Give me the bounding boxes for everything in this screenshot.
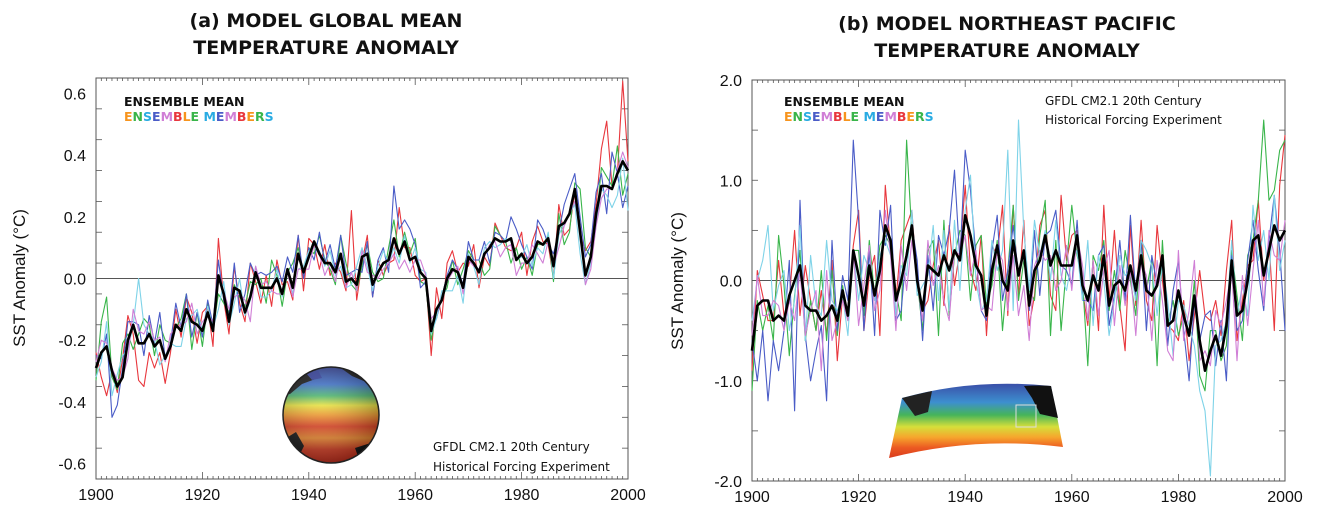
y-tick-label: 0.6 xyxy=(64,86,86,103)
ensemble-mean-line xyxy=(94,160,630,388)
northeast-pacific-sst-map xyxy=(889,383,1063,458)
panel-a: (a) MODEL GLOBAL MEAN TEMPERATURE ANOMAL… xyxy=(10,10,646,504)
panel-b-series xyxy=(750,119,1287,477)
panel-a-title-line-2: TEMPERATURE ANOMALY xyxy=(193,37,459,59)
y-tick-label: 0.2 xyxy=(64,210,86,227)
x-tick-label: 1940 xyxy=(291,487,327,504)
y-tick-label: 0.0 xyxy=(720,274,742,291)
x-tick-label: 1900 xyxy=(734,489,770,506)
y-tick-label: 0.4 xyxy=(64,148,86,165)
ensemble-member-line xyxy=(95,151,629,418)
y-tick-label: -1.0 xyxy=(714,374,742,391)
x-tick-label: 1960 xyxy=(1054,489,1090,506)
panel-a-title-line-1: (a) MODEL GLOBAL MEAN xyxy=(190,10,463,32)
panel-b: (b) MODEL NORTHEAST PACIFIC TEMPERATURE … xyxy=(668,13,1303,506)
x-tick-label: 1920 xyxy=(185,487,221,504)
y-tick-label: 1.0 xyxy=(720,173,742,190)
panel-b-legend-members: ENSEMBLE MEMBERS xyxy=(784,109,934,124)
panel-b-legend-mean: ENSEMBLE MEAN xyxy=(784,94,904,109)
x-tick-label: 1980 xyxy=(504,487,540,504)
ensemble-member-line xyxy=(95,157,629,397)
x-tick-label: 1980 xyxy=(1161,489,1197,506)
panel-b-axes: 1900 1920 1940 1960 1980 2000 -2.0 -1.0 0.0 1.0 2.… xyxy=(714,73,1302,506)
y-tick-label: -2.0 xyxy=(714,474,742,491)
y-tick-label: -0.6 xyxy=(58,457,86,474)
x-tick-label: 2000 xyxy=(610,487,646,504)
y-tick-label: -0.2 xyxy=(58,333,86,350)
globe-pacific-sst-map xyxy=(282,366,380,464)
panel-b-title-line-2: TEMPERATURE ANOMALY xyxy=(874,40,1140,62)
panel-b-annotation-line-1: GFDL CM2.1 20th Century xyxy=(1045,94,1202,108)
y-tick-label: 0.0 xyxy=(64,272,86,289)
panel-a-annotation-line-1: GFDL CM2.1 20th Century xyxy=(433,440,590,454)
x-tick-label: 1960 xyxy=(397,487,433,504)
ensemble-mean-line xyxy=(750,214,1287,373)
x-tick-label: 2000 xyxy=(1267,489,1303,506)
x-tick-label: 1940 xyxy=(947,489,983,506)
panel-a-legend-members: ENSEMBLE MEMBERS xyxy=(124,109,274,124)
ensemble-member-line xyxy=(95,151,629,381)
panel-a-axes: 1900 1920 1940 1960 1980 2000 -0.6 -0.4 -0.2 0.0 0… xyxy=(58,77,646,504)
x-tick-label: 1920 xyxy=(841,489,877,506)
ensemble-member-line xyxy=(95,145,629,391)
y-tick-label: 2.0 xyxy=(720,73,742,90)
panel-b-title-line-1: (b) MODEL NORTHEAST PACIFIC xyxy=(838,13,1176,35)
panel-b-y-axis-label: SST Anomaly (°C) xyxy=(668,212,687,350)
panel-a-series xyxy=(94,80,630,418)
y-tick-label: -0.4 xyxy=(58,395,86,412)
panel-b-annotation-line-2: Historical Forcing Experiment xyxy=(1045,113,1222,127)
panel-a-legend-mean: ENSEMBLE MEAN xyxy=(124,94,244,109)
panel-a-y-axis-label: SST Anomaly (°C) xyxy=(10,209,29,347)
x-tick-label: 1900 xyxy=(78,487,114,504)
panel-a-annotation-line-2: Historical Forcing Experiment xyxy=(433,460,610,474)
